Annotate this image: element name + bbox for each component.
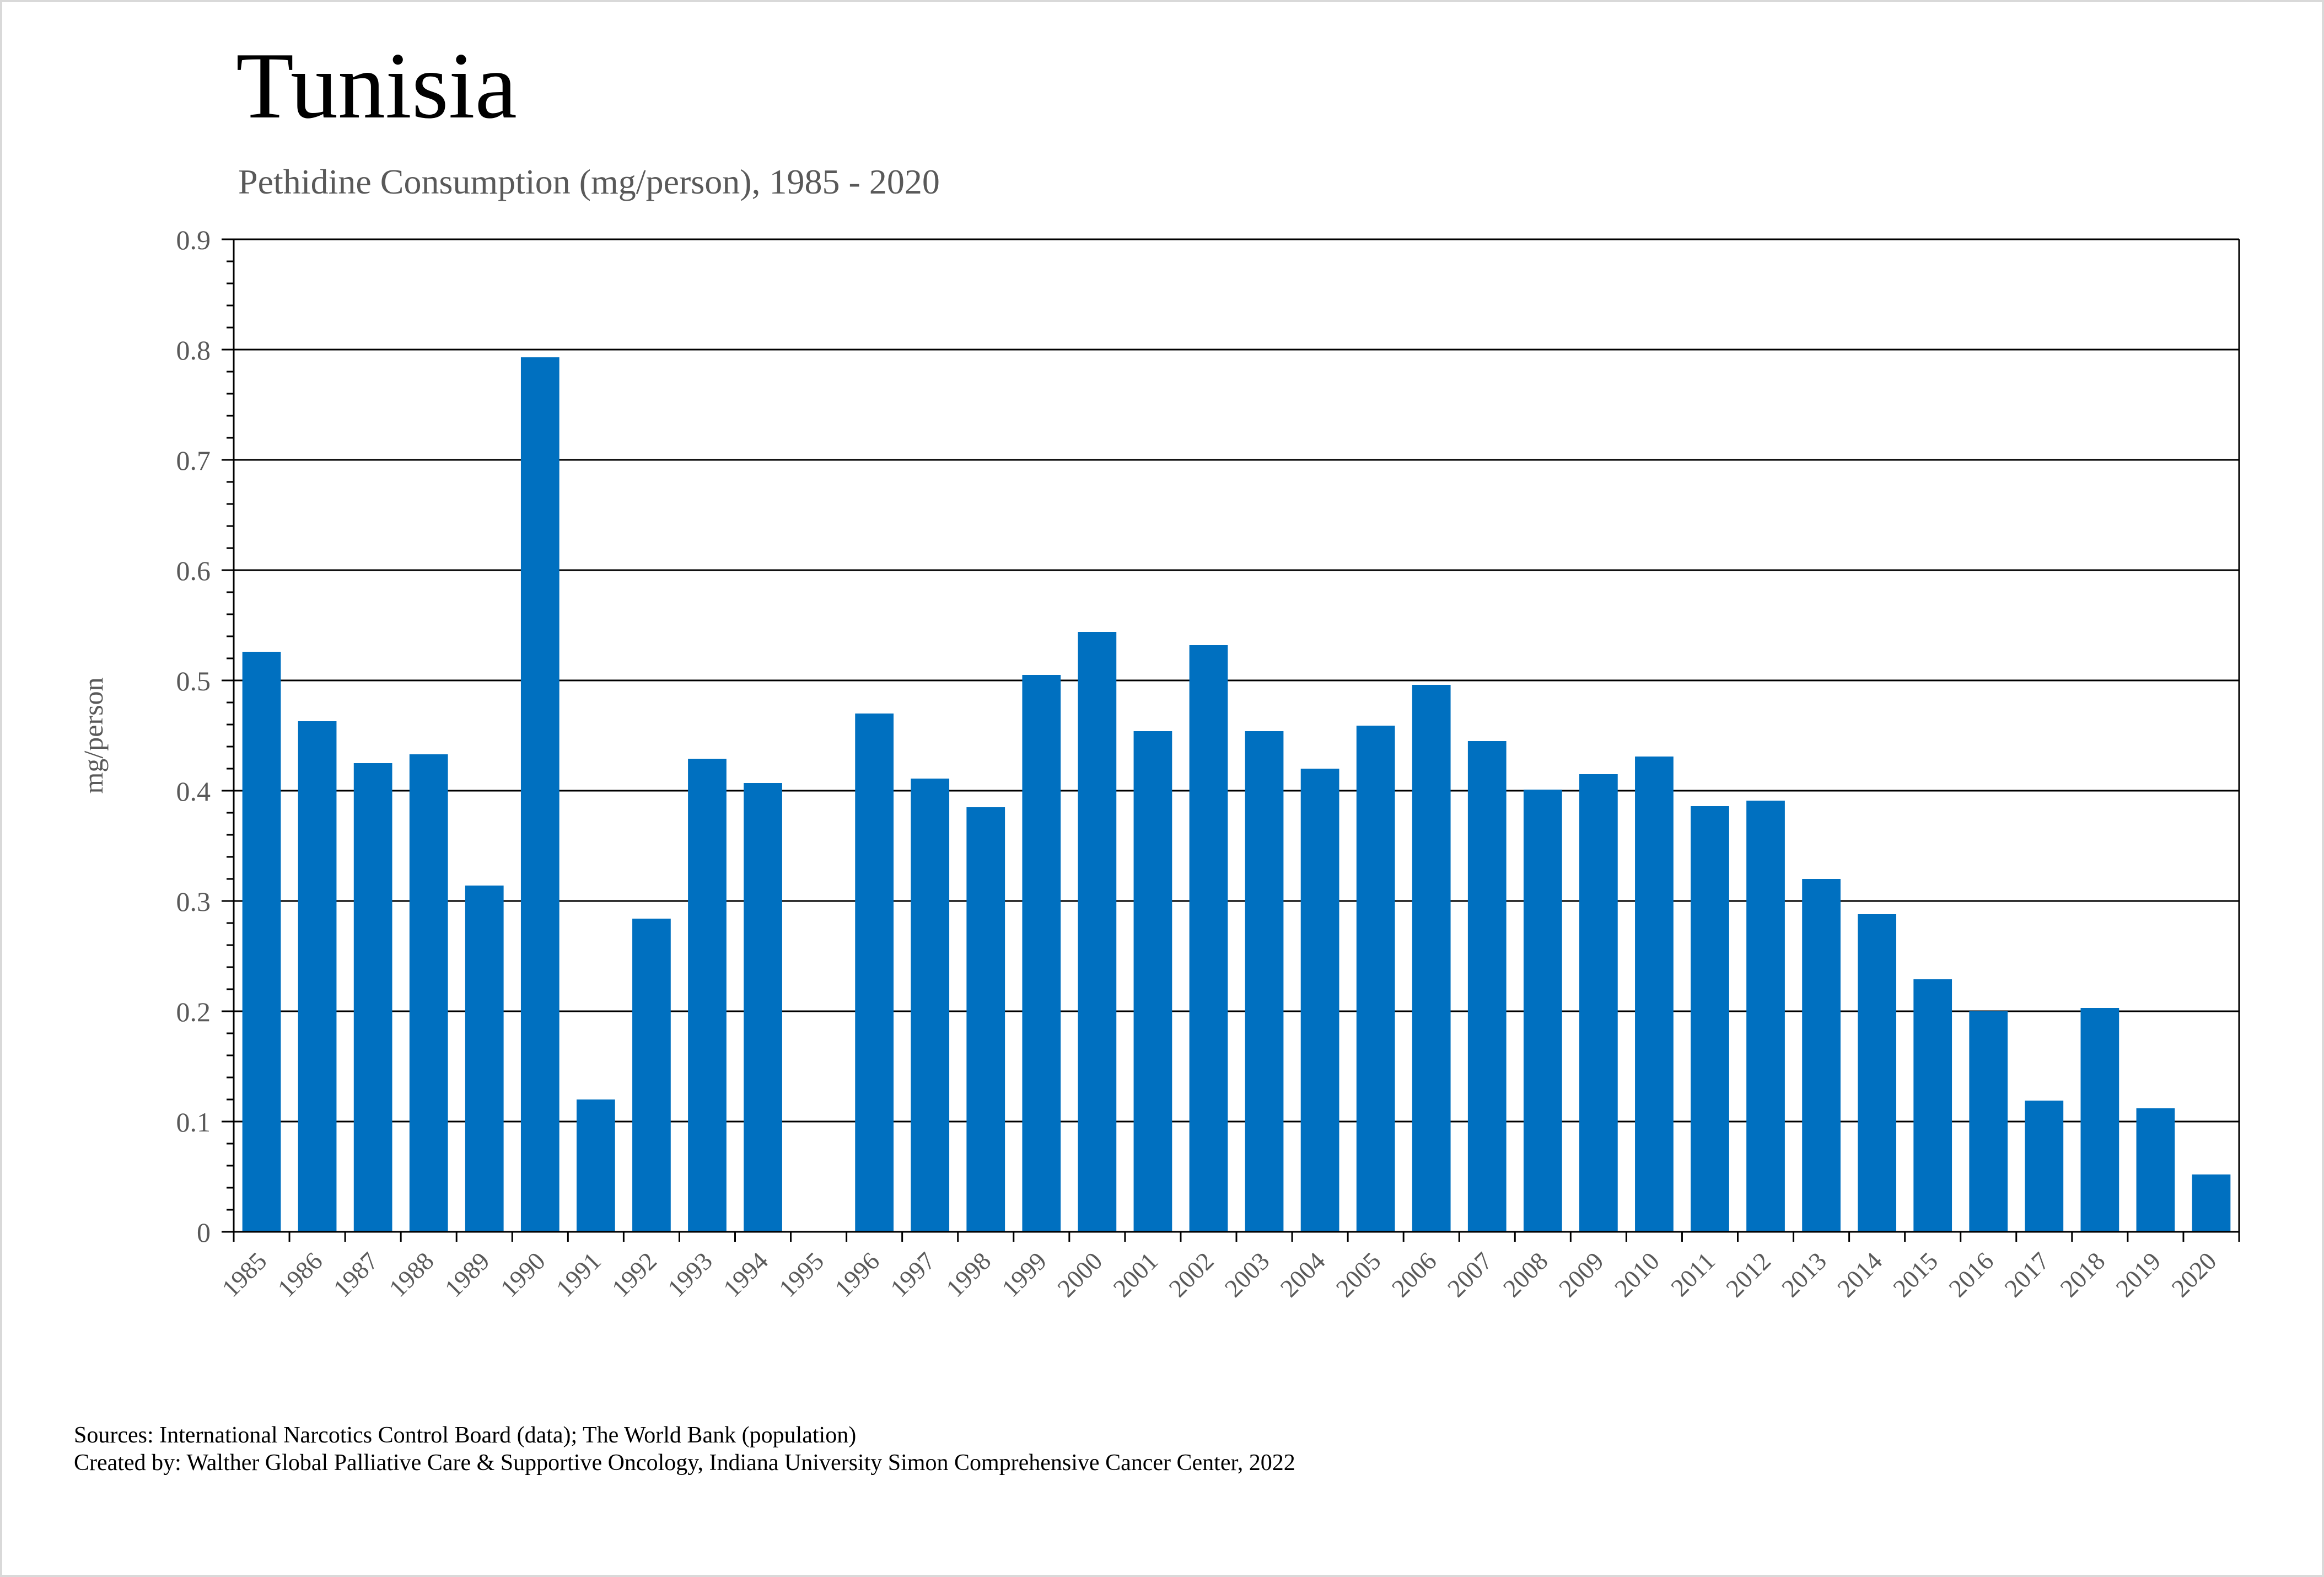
bar-2011 <box>1691 806 1729 1232</box>
x-tick-label: 1987 <box>328 1247 384 1302</box>
y-tick-label: 0.7 <box>176 445 211 476</box>
bar-1987 <box>353 763 392 1232</box>
bar-1991 <box>576 1099 615 1232</box>
bar-2008 <box>1523 790 1562 1232</box>
x-tick-label: 1998 <box>940 1247 996 1302</box>
bar-2018 <box>2080 1008 2119 1232</box>
bar-1999 <box>1022 675 1061 1232</box>
bar-2014 <box>1858 914 1897 1232</box>
y-tick-label: 0.2 <box>176 996 211 1027</box>
x-tick-label: 1992 <box>606 1247 662 1302</box>
x-tick-label: 1986 <box>272 1247 328 1302</box>
bar-1986 <box>298 721 337 1232</box>
x-tick-label: 2010 <box>1609 1247 1665 1302</box>
chart-title: Tunisia <box>236 34 517 138</box>
created-by-note: Created by: Walther Global Palliative Ca… <box>74 1450 1295 1476</box>
x-tick-label: 2006 <box>1386 1247 1442 1302</box>
bar-2010 <box>1635 757 1674 1232</box>
bar-2019 <box>2136 1108 2175 1232</box>
bar-2020 <box>2192 1174 2231 1232</box>
bar-1996 <box>855 714 894 1232</box>
bar-2012 <box>1746 801 1785 1232</box>
x-tick-label: 2019 <box>2110 1247 2166 1302</box>
gridlines <box>234 238 2239 1123</box>
y-tick-label: 0.3 <box>176 886 211 917</box>
bar-2005 <box>1356 726 1395 1232</box>
bar-2016 <box>1969 1011 2008 1232</box>
x-tick-label: 1993 <box>662 1247 718 1302</box>
bar-1998 <box>966 807 1005 1232</box>
y-axis-title: mg/person <box>78 677 109 793</box>
x-tick-label: 1991 <box>551 1247 606 1302</box>
bar-2001 <box>1133 731 1172 1232</box>
bar-1993 <box>688 759 727 1232</box>
x-tick-label: 1994 <box>718 1247 773 1302</box>
y-tick-label: 0.1 <box>176 1107 211 1138</box>
y-tick-label: 0.4 <box>176 776 211 807</box>
bar-2003 <box>1245 731 1284 1232</box>
axes <box>222 238 2240 1242</box>
bar-1990 <box>520 357 560 1232</box>
bar-1988 <box>409 754 448 1232</box>
x-tick-label: 1988 <box>384 1247 439 1302</box>
chart-subtitle: Pethidine Consumption (mg/person), 1985 … <box>238 162 940 201</box>
x-tick-label: 2015 <box>1887 1247 1943 1302</box>
x-tick-label: 2016 <box>1943 1247 1999 1302</box>
x-tick-label: 2017 <box>1999 1247 2054 1302</box>
x-tick-label: 2020 <box>2166 1247 2221 1302</box>
x-tick-label: 1990 <box>495 1247 551 1302</box>
x-tick-label: 2014 <box>1832 1247 1887 1302</box>
bar-1992 <box>632 919 671 1232</box>
x-tick-label: 2009 <box>1553 1247 1609 1302</box>
bar-1994 <box>744 783 782 1232</box>
x-tick-label: 1999 <box>996 1247 1052 1302</box>
x-tick-label: 2008 <box>1498 1247 1553 1302</box>
bars <box>242 357 2231 1232</box>
y-tick-label: 0 <box>197 1217 211 1248</box>
bar-2004 <box>1300 769 1339 1232</box>
x-tick-label: 1996 <box>829 1247 885 1302</box>
y-tick-label: 0.9 <box>176 224 211 255</box>
x-tick-label: 2013 <box>1776 1247 1832 1302</box>
bar-2007 <box>1467 741 1507 1232</box>
bar-1997 <box>911 779 950 1232</box>
x-tick-label: 2001 <box>1107 1247 1163 1302</box>
bar-2000 <box>1078 632 1117 1232</box>
bar-2015 <box>1913 979 1952 1232</box>
y-tick-label: 0.5 <box>176 666 211 696</box>
y-tick-label: 0.8 <box>176 335 211 366</box>
x-tick-label: 2003 <box>1219 1247 1274 1302</box>
bar-2002 <box>1189 645 1228 1232</box>
sources-note: Sources: International Narcotics Control… <box>74 1423 857 1448</box>
x-tick-label: 1985 <box>216 1247 272 1302</box>
bar-1989 <box>465 886 504 1232</box>
bar-2009 <box>1579 774 1618 1232</box>
x-tick-label: 1989 <box>439 1247 495 1302</box>
bar-2006 <box>1412 685 1451 1232</box>
x-tick-label: 1997 <box>885 1247 940 1302</box>
y-tick-label: 0.6 <box>176 555 211 586</box>
bar-1985 <box>242 652 281 1232</box>
x-tick-label: 2000 <box>1052 1247 1107 1302</box>
bar-2013 <box>1802 879 1841 1232</box>
x-tick-label: 2004 <box>1275 1247 1331 1302</box>
x-tick-label: 2005 <box>1331 1247 1386 1302</box>
x-tick-label: 1995 <box>773 1247 829 1302</box>
x-tick-label: 2011 <box>1665 1247 1720 1302</box>
x-tick-label: 2007 <box>1442 1247 1498 1302</box>
x-tick-label: 2012 <box>1720 1247 1776 1302</box>
x-tick-label: 2018 <box>2054 1247 2110 1302</box>
x-tick-label: 2002 <box>1163 1247 1219 1302</box>
bar-2017 <box>2025 1101 2064 1232</box>
